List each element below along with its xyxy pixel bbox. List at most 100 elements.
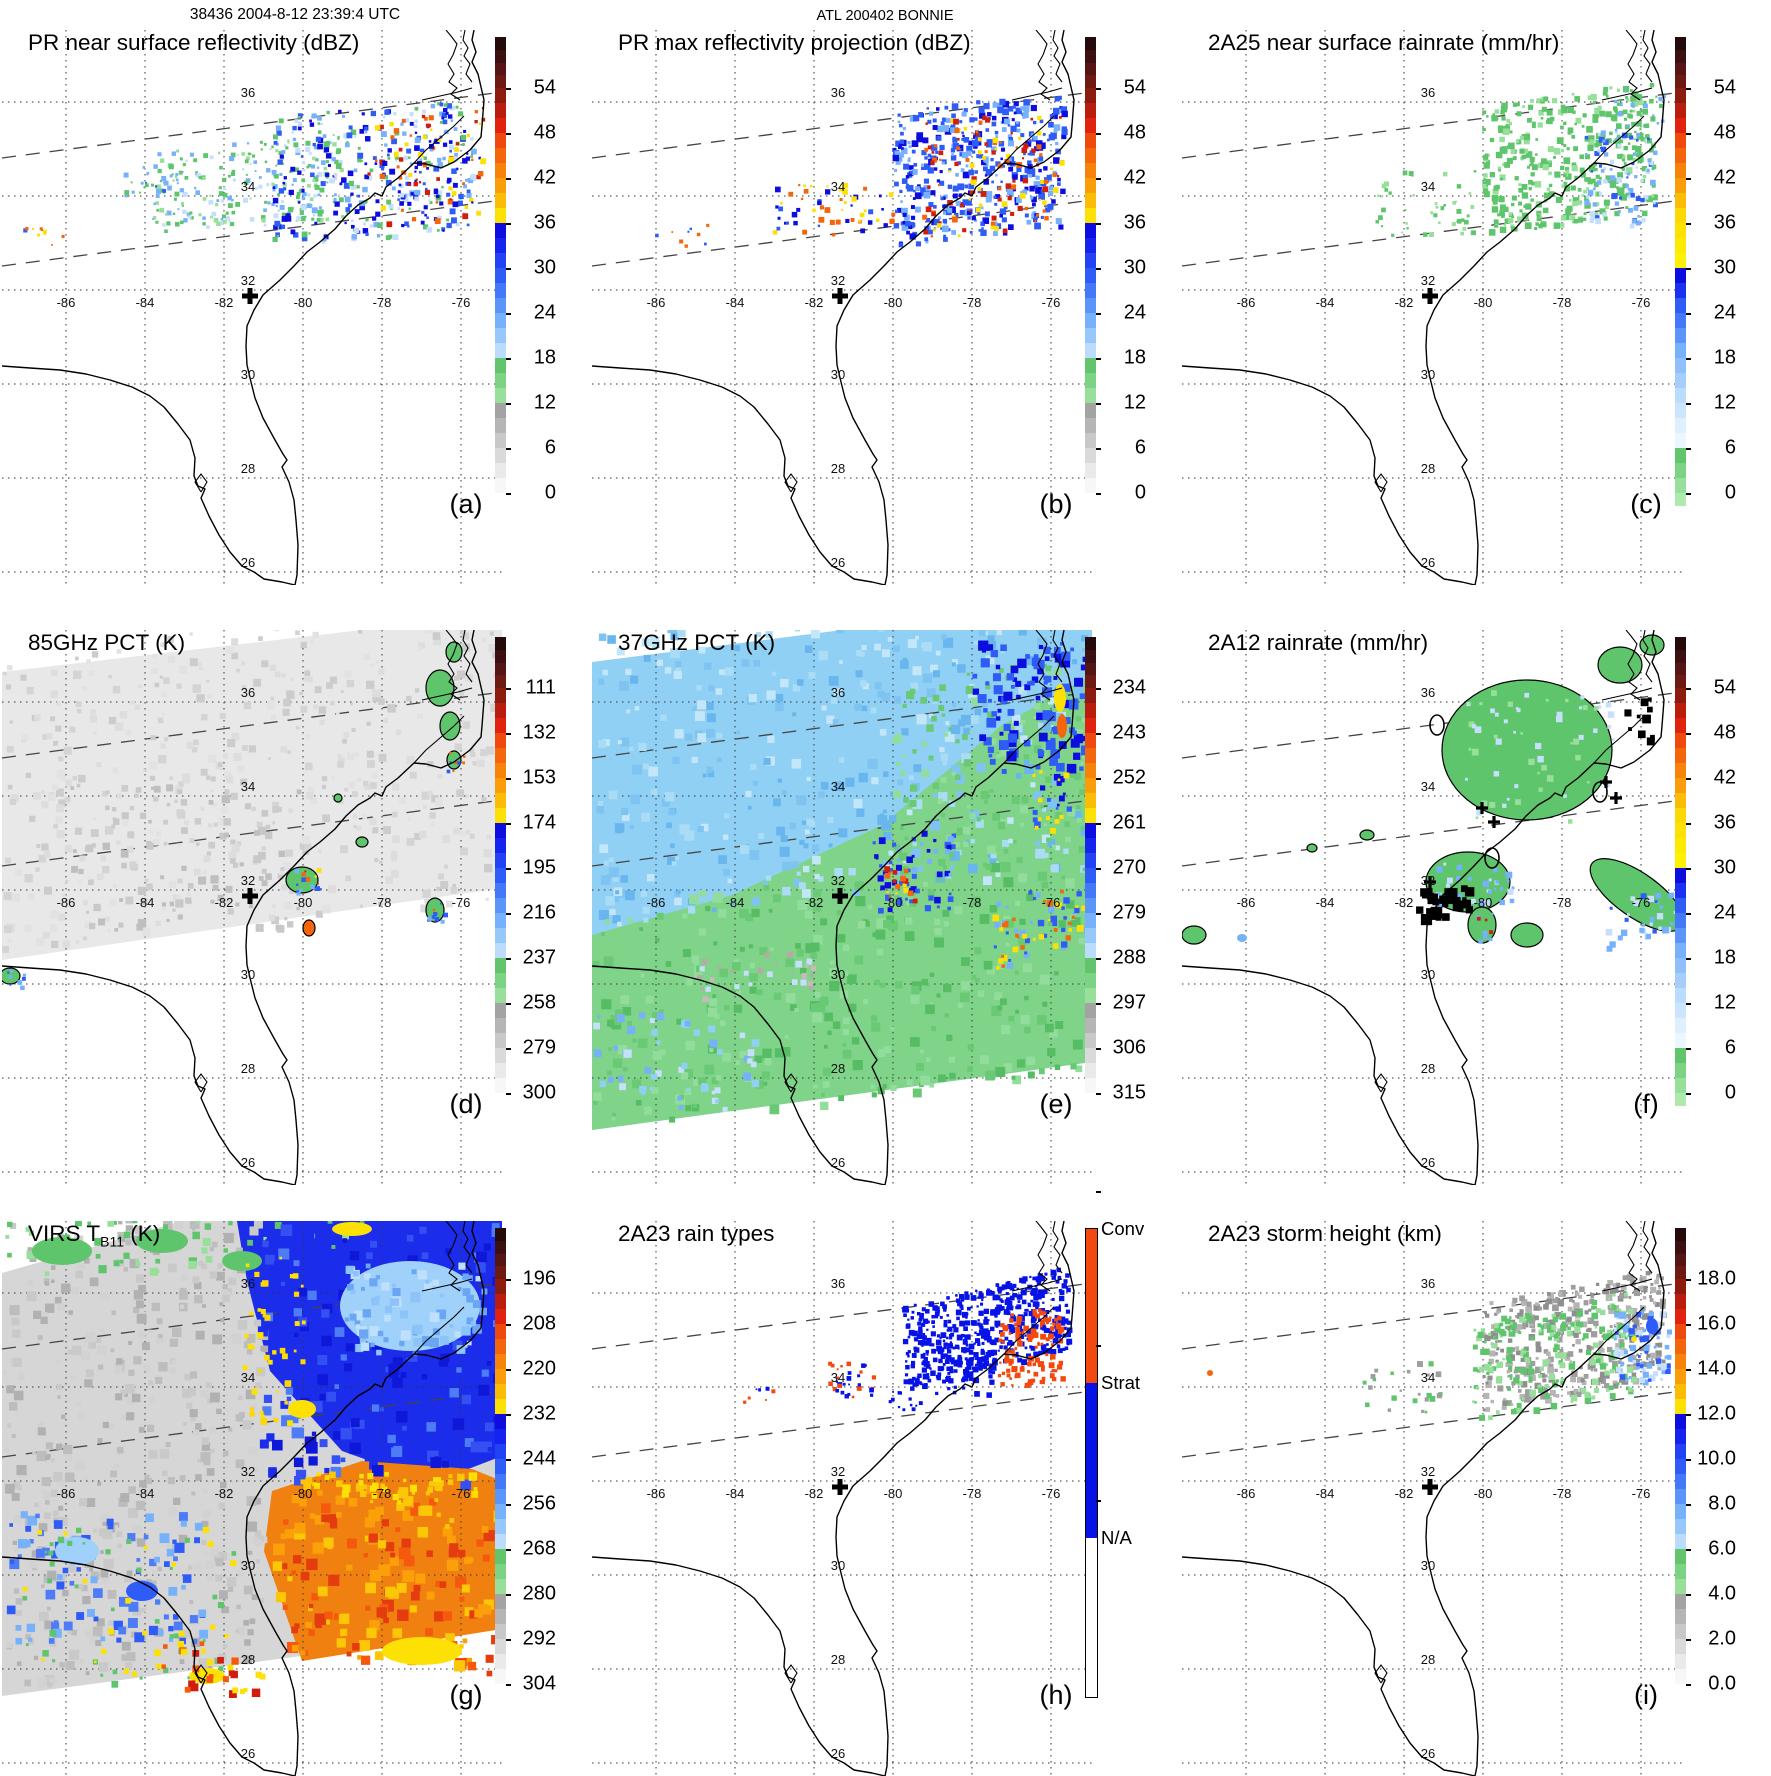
data-speckle (339, 182, 342, 185)
data-speckle (63, 939, 66, 942)
lat-label: 30 (1421, 967, 1435, 982)
data-speckle (1582, 125, 1585, 128)
data-speckle (238, 1320, 248, 1330)
data-speckle (1529, 187, 1532, 190)
data-speckle (963, 137, 969, 143)
data-speckle (851, 218, 855, 222)
data-speckle (980, 914, 990, 924)
data-speckle (1524, 693, 1529, 698)
lon-label: -84 (1316, 895, 1335, 910)
data-speckle (108, 1620, 113, 1625)
data-speckle (1528, 759, 1534, 765)
data-speckle (944, 1013, 949, 1018)
data-speckle (350, 703, 353, 706)
data-speckle (301, 877, 306, 882)
data-speckle (758, 833, 764, 839)
data-speckle (10, 799, 16, 805)
data-speckle (1609, 86, 1612, 89)
data-speckle (13, 1515, 21, 1523)
colorbar-tick (506, 88, 511, 90)
data-speckle (1638, 160, 1641, 163)
data-speckle (906, 856, 913, 863)
data-speckle (47, 1571, 56, 1580)
plus-marker (1488, 816, 1500, 828)
data-speckle (1045, 776, 1051, 782)
data-speckle (273, 213, 278, 218)
data-speckle (277, 235, 280, 238)
data-speckle (1038, 749, 1043, 754)
data-speckle (1052, 173, 1056, 177)
data-speckle (1053, 943, 1058, 948)
data-speckle (456, 106, 459, 109)
data-speckle (644, 1107, 652, 1115)
data-speckle (169, 164, 174, 169)
data-speckle (301, 178, 305, 182)
data-speckle (72, 776, 77, 781)
data-speckle (1489, 930, 1493, 934)
data-speckle (844, 201, 847, 204)
data-speckle (941, 754, 948, 761)
data-speckle (465, 830, 470, 835)
data-speckle (692, 757, 698, 763)
data-speckle (1503, 128, 1509, 134)
data-speckle (202, 1304, 206, 1308)
data-speckle (773, 894, 781, 902)
data-speckle (986, 644, 993, 651)
data-speckle (899, 124, 902, 127)
data-speckle (41, 1584, 45, 1588)
data-speckle (223, 1644, 227, 1648)
data-speckle (211, 789, 214, 792)
data-speckle (1571, 186, 1576, 191)
colorbar-tick (1686, 88, 1691, 90)
data-speckle (485, 1423, 494, 1432)
data-speckle (1057, 175, 1059, 177)
data-speckle (1000, 158, 1003, 161)
data-speckle (1636, 121, 1642, 127)
data-speckle (875, 930, 885, 940)
data-speckle (1040, 180, 1044, 184)
data-speckle (1577, 200, 1582, 205)
data-speckle (322, 161, 325, 164)
data-speckle (812, 209, 815, 212)
data-speckle (884, 223, 888, 227)
data-speckle (778, 778, 782, 782)
data-speckle (1015, 970, 1019, 974)
data-speckle (261, 660, 268, 667)
data-speckle (1530, 99, 1534, 103)
data-speckle (272, 821, 275, 824)
data-speckle (955, 173, 959, 177)
data-speckle (976, 131, 979, 134)
data-speckle (903, 127, 906, 130)
data-speckle (1016, 857, 1022, 863)
colorbar-label: 54 (512, 77, 556, 100)
data-speckle (336, 712, 340, 716)
data-speckle (386, 200, 391, 205)
data-speckle (182, 205, 184, 207)
data-speckle (1004, 849, 1009, 854)
data-speckle (280, 154, 284, 158)
data-speckle (1044, 681, 1048, 685)
colorbar-tick (1686, 778, 1691, 780)
data-speckle (272, 905, 275, 908)
data-speckle (365, 131, 367, 133)
data-speckle (1036, 144, 1041, 149)
lon-label: -86 (1237, 895, 1256, 910)
data-speckle (471, 201, 473, 203)
data-speckle (71, 1375, 75, 1379)
data-speckle (959, 120, 962, 123)
data-speckle (1456, 209, 1461, 214)
data-speckle (666, 961, 672, 967)
data-speckle (415, 190, 421, 196)
data-speckle (947, 208, 952, 213)
data-speckle (363, 222, 366, 225)
data-speckle (265, 1255, 275, 1265)
data-speckle (437, 229, 440, 232)
data-speckle (209, 195, 211, 197)
colorbar-label: 6 (512, 437, 556, 460)
data-speckle (630, 676, 638, 684)
data-speckle (879, 195, 882, 198)
data-speckle (110, 1471, 117, 1478)
data-speckle (1008, 839, 1012, 843)
data-speckle (351, 219, 354, 222)
data-speckle (1627, 190, 1629, 192)
